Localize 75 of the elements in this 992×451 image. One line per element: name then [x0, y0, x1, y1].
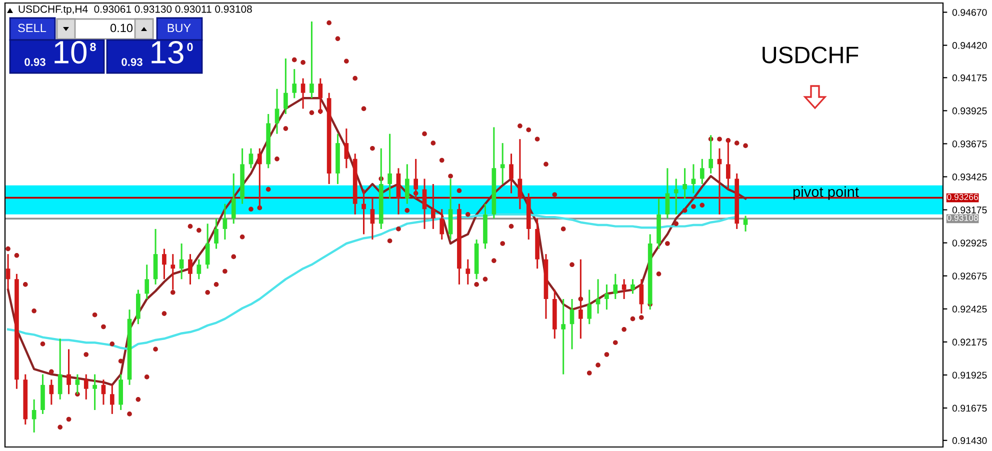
candlestick: [613, 273, 618, 300]
candlestick: [700, 158, 704, 185]
y-tick-label: 0.92425: [952, 306, 987, 313]
candlestick: [682, 167, 687, 200]
candlestick: [422, 178, 427, 230]
y-tick-label: 0.92175: [952, 338, 987, 346]
candlestick: [570, 298, 574, 350]
candlestick: [518, 138, 522, 210]
y-tick-label: 0.91430: [952, 437, 987, 444]
annotation: 13: [152, 40, 184, 64]
ref-line-label: 0.93266: [947, 194, 978, 200]
candlestick: [691, 163, 696, 194]
candlestick: [144, 264, 150, 300]
candlestick: [222, 203, 228, 240]
candlestick: [231, 172, 236, 224]
candlestick: [274, 88, 280, 135]
candlestick: [205, 222, 210, 270]
candlestick: [639, 278, 644, 314]
ref-line-label: 0.93108: [947, 214, 978, 222]
annotation: 0.93: [122, 58, 142, 66]
y-tick-label: 0.91675: [952, 404, 987, 412]
candlestick: [66, 348, 71, 395]
candlestick: [6, 253, 10, 291]
candlestick: [596, 278, 600, 314]
candlestick: [196, 258, 202, 280]
candlestick: [310, 20, 314, 99]
y-tick-label: 0.94670: [952, 8, 987, 16]
y-tick-label: 0.93675: [952, 140, 987, 148]
candlestick: [284, 58, 288, 115]
y-tick-label: 0.92925: [952, 240, 987, 246]
candlestick: [110, 384, 114, 415]
y-tick-label: 0.91925: [952, 372, 987, 379]
candlestick: [404, 163, 410, 205]
candlestick: [674, 178, 678, 216]
candlestick: [665, 167, 670, 220]
candlestick: [604, 284, 609, 310]
annotation: 0.10: [110, 24, 133, 32]
y-tick-label: 0.93425: [952, 174, 987, 180]
candlestick: [630, 278, 635, 294]
candlestick: [162, 248, 166, 280]
annotation: 8: [90, 42, 96, 52]
candlestick: [292, 68, 297, 99]
candlestick: [300, 78, 306, 110]
candlestick: [500, 142, 505, 185]
y-tick-label: 0.94175: [952, 74, 987, 82]
candlestick: [431, 183, 436, 230]
annotation: SELL: [18, 24, 46, 32]
annotation: 0: [187, 42, 193, 52]
text: USDCHF: [762, 46, 858, 64]
candlestick: [75, 374, 80, 395]
annotation: 0.93: [24, 58, 46, 66]
candlestick: [188, 253, 192, 286]
annotation: USDCHF.tp,H4 0.93061 0.93130 0.93011 0.93108: [18, 5, 252, 15]
candlestick: [248, 148, 254, 169]
band-label: pivot point: [793, 186, 859, 200]
y-tick-label: 0.93925: [952, 107, 987, 114]
candlestick: [561, 298, 566, 376]
candlestick: [388, 133, 392, 200]
y-tick-label: 0.94420: [952, 42, 987, 49]
annotation: BUY: [168, 24, 191, 32]
candlestick: [214, 218, 218, 250]
annotation: 10: [54, 40, 87, 64]
candlestick: [466, 258, 470, 286]
candlestick: [509, 152, 514, 194]
candlestick: [362, 188, 366, 236]
y-tick-label: 0.92675: [952, 272, 987, 280]
candlestick: [92, 374, 97, 411]
candlestick: [84, 374, 88, 400]
candlestick: [344, 128, 349, 169]
candlestick: [440, 208, 444, 240]
candlestick: [370, 198, 375, 240]
candlestick: [743, 214, 748, 232]
y-tick-label: 0.93175: [952, 206, 987, 214]
candlestick: [58, 338, 62, 400]
candlestick: [587, 288, 592, 325]
